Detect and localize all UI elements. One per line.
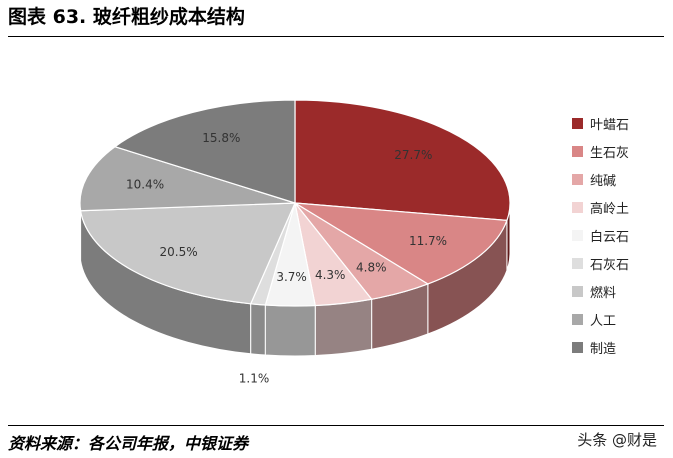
legend-swatch <box>572 145 583 157</box>
legend-item-6: 燃料 <box>572 277 629 305</box>
legend-swatch <box>572 285 583 297</box>
legend-label: 纯碱 <box>590 173 617 189</box>
legend-label: 高岭土 <box>590 201 630 217</box>
pie-slice-0 <box>294 99 511 222</box>
legend-swatch <box>572 313 583 325</box>
legend-item-4: 白云石 <box>572 221 629 249</box>
legend-label: 人工 <box>590 313 617 329</box>
pie-side-4 <box>264 304 316 357</box>
data-label-2: 4.8% <box>356 261 387 275</box>
legend-label: 叶蜡石 <box>590 117 630 133</box>
legend-swatch <box>572 173 583 185</box>
data-label-5: 1.1% <box>239 372 270 386</box>
source-note: 资料来源：各公司年报，中银证券 <box>8 434 249 453</box>
legend-label: 生石灰 <box>590 145 630 161</box>
legend-swatch <box>572 257 583 269</box>
legend-item-2: 纯碱 <box>572 165 629 193</box>
data-label-6: 20.5% <box>160 245 198 259</box>
legend-item-3: 高岭土 <box>572 193 629 221</box>
data-label-3: 4.3% <box>315 268 346 282</box>
pie-chart: 27.7% 11.7% 4.8% 4.3% 3.7% 1.1% 20.5% 10.4% 15.8… <box>79 99 511 386</box>
data-label-0: 27.7% <box>394 148 432 162</box>
legend-item-5: 石灰石 <box>572 249 629 277</box>
legend-swatch <box>572 229 583 241</box>
legend-label: 燃料 <box>590 285 617 301</box>
pie-side-3 <box>314 298 373 357</box>
data-label-1: 11.7% <box>409 234 447 248</box>
pie-slice-8 <box>113 99 296 204</box>
legend-label: 制造 <box>590 341 617 357</box>
chart-title: 图表 63. 玻纤粗纱成本结构 <box>8 6 245 28</box>
legend: 叶蜡石生石灰纯碱高岭土白云石石灰石燃料人工制造 <box>572 109 629 361</box>
legend-item-7: 人工 <box>572 305 629 333</box>
pie-side-5 <box>250 303 266 356</box>
watermark: 头条 @财是 <box>573 427 661 452</box>
data-label-4: 3.7% <box>276 270 307 284</box>
legend-item-0: 叶蜡石 <box>572 109 629 137</box>
pie-slice-1 <box>294 202 508 285</box>
legend-label: 白云石 <box>590 229 630 245</box>
legend-label: 石灰石 <box>590 257 630 273</box>
legend-swatch <box>572 117 583 129</box>
legend-swatch <box>572 201 583 213</box>
data-label-7: 10.4% <box>126 178 164 192</box>
title-rule <box>8 36 664 37</box>
data-label-8: 15.8% <box>202 131 240 145</box>
legend-item-1: 生石灰 <box>572 137 629 165</box>
legend-swatch <box>572 341 583 353</box>
pie-slice-7 <box>79 146 296 212</box>
legend-item-8: 制造 <box>572 333 629 361</box>
pie-slice-6 <box>79 202 296 305</box>
footer-rule <box>8 425 664 426</box>
